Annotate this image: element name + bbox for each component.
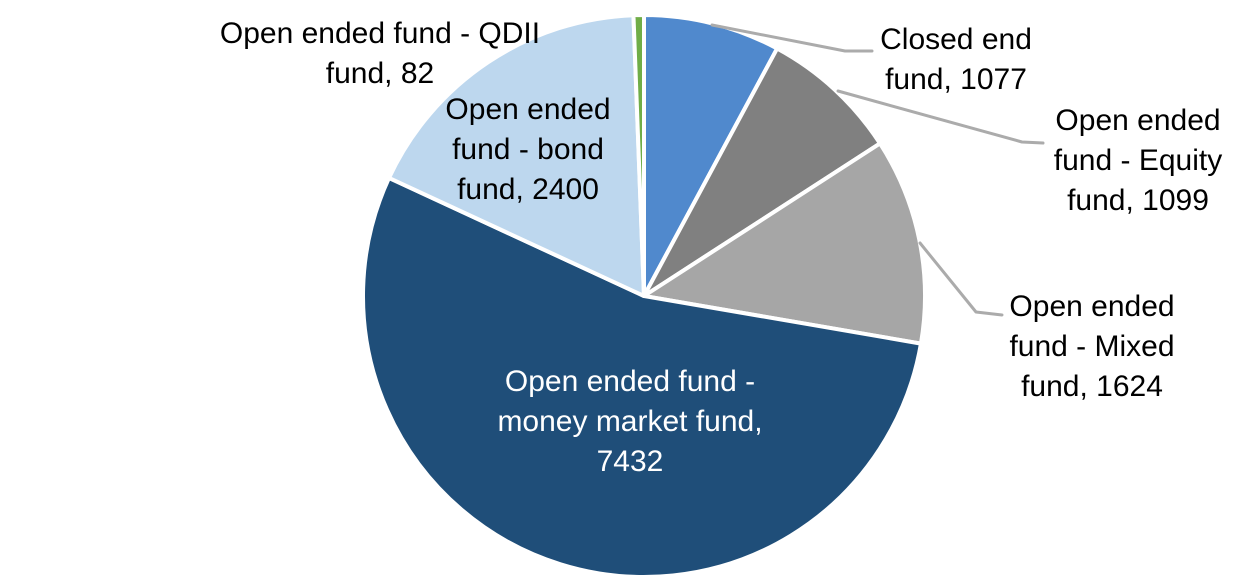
data-label-equity-fund: Open ended fund - Equity fund, 1099 <box>1053 104 1223 217</box>
data-label-closed-end-fund: Closed end fund, 1077 <box>880 23 1032 96</box>
leader-line-equity-fund <box>836 89 1045 145</box>
pie-slice-closed-end-fund <box>642 13 780 298</box>
data-label-mixed-fund: Open ended fund - Mixed fund, 1624 <box>1009 290 1175 403</box>
pie-slice-open-ended-fund-qdii-fund <box>631 13 646 298</box>
leader-line-closed-end-fund <box>710 23 874 53</box>
pie-slices <box>361 13 927 579</box>
data-label-qdii-fund: Open ended fund - QDII fund, 82 <box>219 17 541 90</box>
pie-slice-open-ended-fund-money-market-fund <box>361 175 923 579</box>
pie-slice-open-ended-fund-mixed-fund <box>642 141 927 346</box>
pie-slice-open-ended-fund-bond-fund <box>387 13 646 298</box>
pie-slice-open-ended-fund-equity-fund <box>642 46 882 298</box>
data-label-money-market-fund: Open ended fund - money market fund, 743… <box>497 365 763 478</box>
data-label-bond-fund: Open ended fund - bond fund, 2400 <box>445 93 611 206</box>
leader-line-mixed-fund <box>918 241 1004 317</box>
